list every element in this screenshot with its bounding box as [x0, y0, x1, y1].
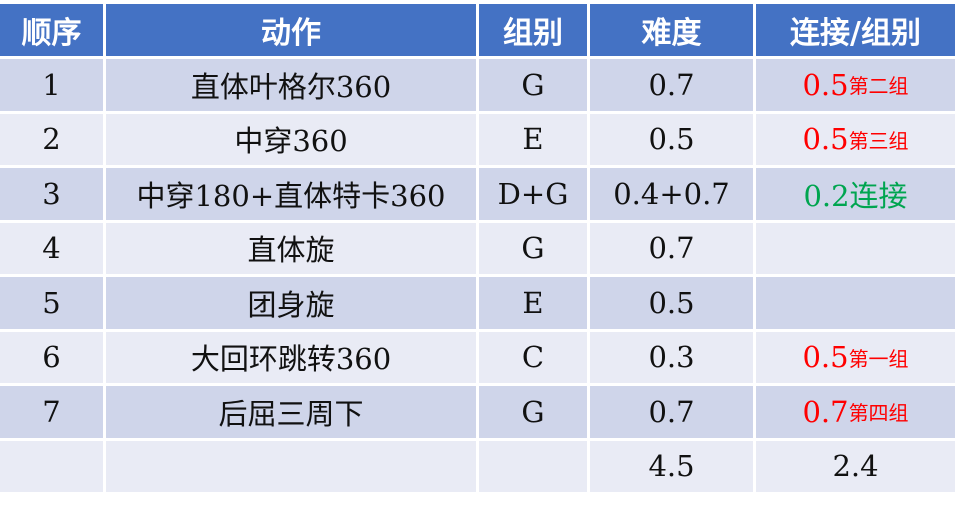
cell-group: C	[479, 331, 587, 383]
bonus-value: 0.2连接	[803, 178, 908, 213]
bonus-value: 0.5	[802, 67, 849, 102]
cell-difficulty: 0.4+0.7	[590, 168, 753, 220]
bonus-note: 第三组	[848, 128, 909, 153]
cell-difficulty: 0.7	[590, 222, 753, 274]
cell-order: 3	[0, 168, 103, 220]
cell-order: 2	[0, 113, 103, 165]
bonus-note: 第一组	[848, 346, 909, 371]
cell-difficulty: 0.7	[590, 386, 753, 438]
cell-move: 直体叶格尔360	[106, 59, 476, 111]
bonus-note: 第二组	[848, 74, 909, 99]
cell-bonus	[756, 222, 955, 274]
bonus-value: 0.7	[802, 394, 849, 429]
cell-bonus	[756, 277, 955, 329]
cell-move: 大回环跳转360	[106, 331, 476, 383]
cell-order: 7	[0, 386, 103, 438]
difficulty-table: 顺序 动作 组别 难度 连接/组别 1 直体叶格尔360 G 0.7 0.5 第二组 2 中穿…	[0, 4, 955, 492]
cell-bonus: 0.2连接	[756, 168, 955, 220]
cell-difficulty: 0.3	[590, 331, 753, 383]
total-order	[0, 440, 103, 492]
cell-move: 中穿180+直体特卡360	[106, 168, 476, 220]
cell-order: 6	[0, 331, 103, 383]
cell-move: 直体旋	[106, 222, 476, 274]
total-group	[479, 440, 587, 492]
header-order: 顺序	[0, 4, 103, 56]
cell-group: G	[479, 386, 587, 438]
cell-group: G	[479, 222, 587, 274]
cell-group: E	[479, 277, 587, 329]
cell-move: 团身旋	[106, 277, 476, 329]
total-difficulty: 4.5	[590, 440, 753, 492]
cell-difficulty: 0.5	[590, 277, 753, 329]
bonus-value: 0.5	[802, 340, 849, 375]
cell-group: D+G	[479, 168, 587, 220]
cell-order: 5	[0, 277, 103, 329]
header-group: 组别	[479, 4, 587, 56]
cell-bonus: 0.5 第一组	[756, 331, 955, 383]
cell-move: 后屈三周下	[106, 386, 476, 438]
cell-bonus: 0.5 第二组	[756, 59, 955, 111]
cell-move: 中穿360	[106, 113, 476, 165]
header-move: 动作	[106, 4, 476, 56]
header-difficulty: 难度	[590, 4, 753, 56]
header-bonus: 连接/组别	[756, 4, 955, 56]
total-bonus: 2.4	[756, 440, 955, 492]
cell-group: E	[479, 113, 587, 165]
cell-difficulty: 0.7	[590, 59, 753, 111]
bonus-note: 第四组	[848, 401, 909, 426]
cell-bonus: 0.7 第四组	[756, 386, 955, 438]
cell-order: 1	[0, 59, 103, 111]
total-move	[106, 440, 476, 492]
cell-difficulty: 0.5	[590, 113, 753, 165]
cell-bonus: 0.5 第三组	[756, 113, 955, 165]
bonus-value: 0.5	[802, 122, 849, 157]
cell-order: 4	[0, 222, 103, 274]
cell-group: G	[479, 59, 587, 111]
